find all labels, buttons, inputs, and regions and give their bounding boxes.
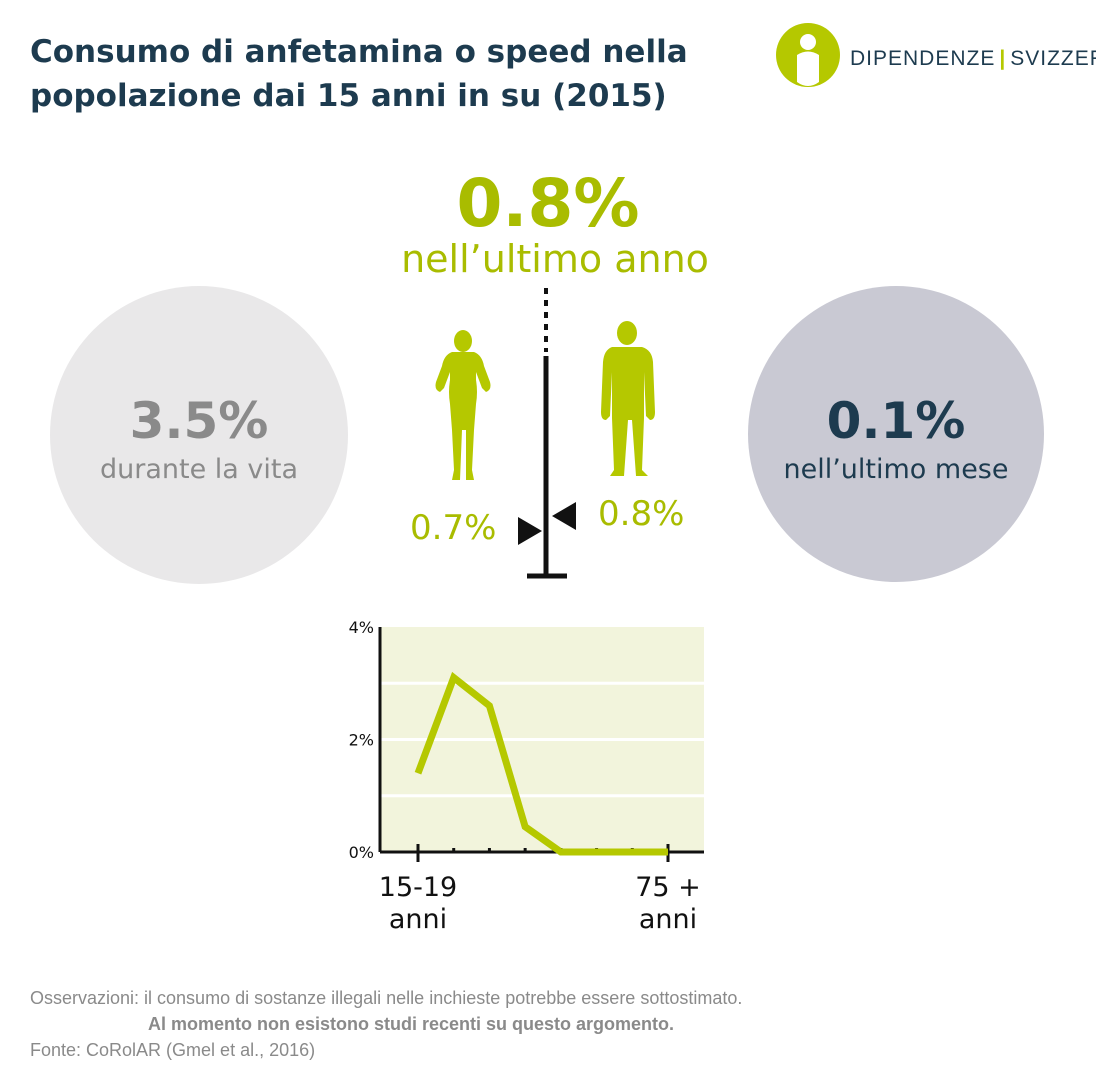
y-tick-label: 0% <box>349 843 374 862</box>
woman-silhouette-icon <box>435 330 491 480</box>
lifetime-label: durante la vita <box>99 454 299 485</box>
x-label-first: 15-19 <box>379 872 457 903</box>
x-label-last: anni <box>639 904 697 935</box>
logo-wordmark: DIPENDENZE|SVIZZERA <box>850 47 1096 71</box>
logo-word-2: SVIZZERA <box>1010 47 1096 70</box>
male-value: 0.8% <box>598 494 685 534</box>
x-label-last: 75 + <box>635 872 701 903</box>
y-tick-label: 4% <box>349 618 374 637</box>
series-line <box>414 671 668 856</box>
footer-note-bold: Al momento non esistono studi recenti su… <box>148 1014 675 1034</box>
logo-word-1: DIPENDENZE <box>850 47 996 70</box>
page-title: Consumo di anfetamina o speed nella popo… <box>30 34 688 114</box>
last-month-value: 0.1% <box>826 392 966 450</box>
headline-label: nell’ultimo anno <box>401 237 709 281</box>
headline-value: 0.8% <box>456 165 640 242</box>
last-month-label: nell’ultimo mese <box>783 454 1009 485</box>
last-month-circle: 0.1% nell’ultimo mese <box>748 286 1044 582</box>
female-pointer-icon <box>518 517 542 545</box>
lifetime-value: 3.5% <box>129 392 269 450</box>
x-label-first: anni <box>389 904 447 935</box>
logo-separator: | <box>999 47 1007 70</box>
man-silhouette-icon <box>601 321 655 476</box>
footer-note: Osservazioni: il consumo di sostanze ill… <box>30 988 743 1008</box>
footer-source: Fonte: CoRolAR (Gmel et al., 2016) <box>30 1040 316 1060</box>
y-tick-label: 2% <box>349 731 374 750</box>
male-pointer-icon <box>552 502 576 530</box>
lifetime-circle: 3.5% durante la vita <box>50 286 348 584</box>
female-value: 0.7% <box>410 508 497 548</box>
